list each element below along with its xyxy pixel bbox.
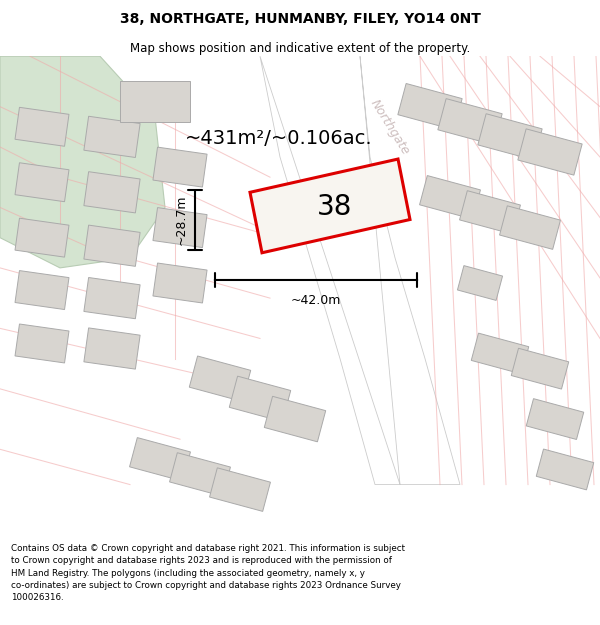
- Polygon shape: [84, 172, 140, 213]
- Polygon shape: [84, 278, 140, 319]
- Polygon shape: [15, 107, 69, 146]
- Polygon shape: [84, 328, 140, 369]
- Text: Northgate: Northgate: [368, 97, 412, 157]
- Polygon shape: [84, 225, 140, 266]
- Polygon shape: [153, 147, 207, 187]
- Text: Contains OS data © Crown copyright and database right 2021. This information is : Contains OS data © Crown copyright and d…: [11, 544, 405, 602]
- Text: ~28.7m: ~28.7m: [175, 195, 188, 245]
- Polygon shape: [15, 162, 69, 202]
- Polygon shape: [15, 324, 69, 363]
- Polygon shape: [15, 271, 69, 309]
- Polygon shape: [511, 348, 569, 389]
- Polygon shape: [518, 129, 582, 175]
- Polygon shape: [229, 376, 291, 422]
- Polygon shape: [170, 452, 230, 496]
- Polygon shape: [209, 468, 271, 511]
- Polygon shape: [84, 116, 140, 158]
- Text: ~431m²/~0.106ac.: ~431m²/~0.106ac.: [185, 129, 373, 148]
- Polygon shape: [264, 396, 326, 442]
- Text: 38, NORTHGATE, HUNMANBY, FILEY, YO14 0NT: 38, NORTHGATE, HUNMANBY, FILEY, YO14 0NT: [119, 12, 481, 26]
- Text: ~42.0m: ~42.0m: [291, 294, 341, 307]
- Polygon shape: [526, 399, 584, 439]
- Text: 38: 38: [317, 193, 353, 221]
- Polygon shape: [153, 208, 207, 248]
- Polygon shape: [120, 81, 190, 122]
- Polygon shape: [250, 159, 410, 252]
- Polygon shape: [0, 56, 165, 268]
- Polygon shape: [500, 206, 560, 249]
- Polygon shape: [536, 449, 594, 490]
- Polygon shape: [189, 356, 251, 401]
- Polygon shape: [130, 438, 190, 481]
- Polygon shape: [457, 266, 503, 301]
- Polygon shape: [438, 99, 502, 145]
- Text: Map shows position and indicative extent of the property.: Map shows position and indicative extent…: [130, 42, 470, 55]
- Polygon shape: [471, 333, 529, 374]
- Polygon shape: [15, 218, 69, 257]
- Polygon shape: [460, 191, 520, 234]
- Polygon shape: [260, 56, 460, 484]
- Polygon shape: [419, 176, 481, 219]
- Polygon shape: [478, 114, 542, 160]
- Polygon shape: [153, 263, 207, 303]
- Polygon shape: [398, 84, 462, 130]
